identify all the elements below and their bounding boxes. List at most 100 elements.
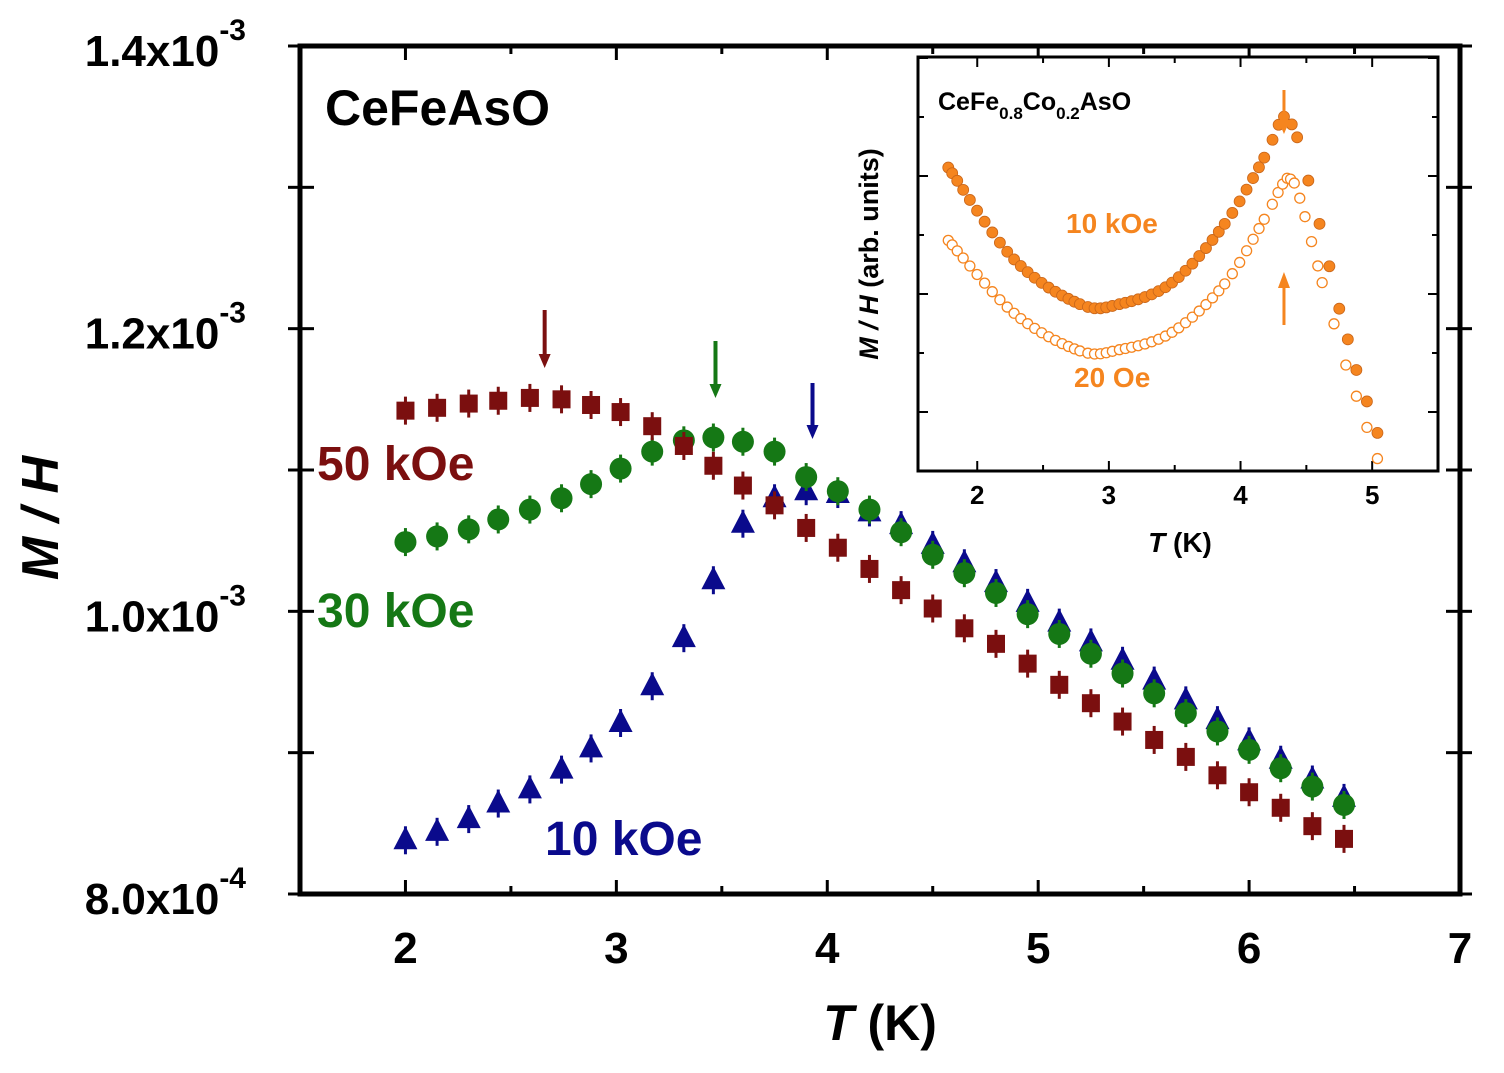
inset-peak-arrow-10koe	[1277, 90, 1290, 134]
inset-data-point	[1186, 257, 1199, 270]
inset-data-point	[1213, 285, 1225, 297]
inset-data-point	[1371, 452, 1384, 465]
main-y-tick-label: 1.4x10-3	[85, 14, 246, 76]
inset-data-point	[1253, 161, 1265, 174]
data-point	[1145, 725, 1164, 754]
data-point	[608, 708, 633, 737]
data-point	[1301, 772, 1324, 801]
inset-series-10-koe	[942, 110, 1384, 439]
inset-x-axis-label: T (K)	[1148, 527, 1212, 558]
inset-data-point	[1316, 276, 1328, 289]
data-point	[701, 566, 726, 595]
data-point	[860, 554, 879, 583]
inset-data-point	[1212, 225, 1225, 238]
inset-title-sub-fe: 0.8	[999, 104, 1023, 123]
inset-title-sub-co: 0.2	[1056, 104, 1080, 123]
data-point	[550, 484, 573, 513]
inset-plot: 2 3 4 5	[916, 55, 1440, 510]
data-point	[1240, 778, 1259, 807]
series-50-koe	[396, 383, 1353, 853]
data-point	[425, 817, 450, 846]
data-point	[1208, 761, 1227, 790]
inset-data-point	[951, 245, 963, 257]
inset-title-aso: AsO	[1080, 88, 1131, 116]
data-point	[1113, 707, 1132, 736]
series-30-koe	[394, 423, 1355, 819]
main-data-points	[393, 383, 1356, 855]
inset-title-ce-fe: CeFe	[938, 88, 999, 116]
data-point	[1143, 679, 1166, 708]
data-point	[1079, 639, 1102, 668]
main-y-tick-exponent: -3	[219, 579, 246, 612]
data-point	[643, 412, 662, 441]
inset-data-point	[963, 194, 976, 206]
data-point	[733, 471, 752, 500]
data-point	[457, 515, 480, 544]
inset-data-point	[1302, 174, 1315, 187]
inset-data-point	[978, 215, 991, 228]
inset-data-point	[993, 236, 1006, 249]
data-point	[953, 559, 976, 588]
inset-data-point	[957, 183, 970, 196]
inset-peak-arrows	[1277, 90, 1290, 325]
main-y-tick-label: 8.0x10-4	[85, 862, 247, 924]
main-y-tick-label: 1.0x10-3	[85, 579, 246, 641]
inset-chart-title: CeFe0.8Co0.2AsO	[938, 88, 1131, 123]
inset-data-point	[1234, 256, 1246, 269]
data-point	[1016, 600, 1039, 629]
inset-series-label-20oe: 20 Oe	[1074, 362, 1150, 393]
inset-data-point	[986, 286, 998, 298]
inset-data-point	[971, 268, 983, 281]
data-point	[763, 437, 786, 466]
data-point	[826, 477, 849, 506]
inset-data-point	[1193, 250, 1206, 262]
inset-data-point	[1226, 268, 1238, 280]
main-peak-arrows	[538, 310, 819, 439]
data-point	[428, 393, 447, 422]
main-x-tick-label: 5	[1026, 924, 1050, 973]
inset-data-point	[994, 294, 1006, 306]
data-point	[1238, 735, 1261, 764]
peak-arrow-30koe	[709, 341, 722, 398]
inset-data-point	[1001, 245, 1014, 258]
data-point	[1303, 812, 1322, 841]
main-chart-title: CeFeAsO	[325, 80, 550, 136]
data-point	[611, 398, 630, 427]
inset-data-point	[1371, 427, 1384, 439]
inset-data-point	[1361, 421, 1373, 434]
inset-data-point	[1294, 192, 1306, 204]
series-label-10koe: 10 kOe	[545, 813, 702, 866]
inset-data-points	[942, 110, 1384, 465]
inset-y-axis-label: M / H (arb. units)	[854, 148, 884, 360]
peak-arrow-10koe	[806, 383, 819, 439]
main-x-axis-unit: (K)	[854, 995, 937, 1051]
inset-x-tick-label: 2	[970, 480, 984, 510]
data-point	[394, 528, 417, 557]
data-point	[489, 386, 508, 415]
inset-data-point	[1193, 305, 1205, 317]
data-point	[921, 540, 944, 569]
inset-data-point	[1328, 318, 1340, 330]
data-point	[1050, 670, 1069, 699]
main-x-tick-label: 7	[1448, 924, 1472, 973]
inset-series-20-oe	[942, 172, 1384, 465]
data-point	[456, 805, 481, 834]
inset-title-co: Co	[1023, 88, 1056, 116]
data-point	[1174, 699, 1197, 728]
main-plot-frame	[297, 43, 1463, 897]
inset-series-label-10koe: 10 kOe	[1066, 208, 1158, 239]
inset-data-point	[1333, 302, 1346, 315]
data-point	[552, 385, 571, 414]
inset-data-point	[1247, 233, 1259, 245]
inset-data-point	[951, 174, 964, 187]
data-point	[396, 396, 415, 425]
inset-y-axis-unit: (arb. units)	[854, 148, 884, 295]
inset-data-point	[1312, 260, 1324, 272]
data-point	[731, 427, 754, 456]
main-y-tick-label: 1.2x10-3	[85, 297, 246, 359]
inset-data-point	[1233, 195, 1246, 208]
data-point	[1081, 689, 1100, 718]
inset-data-point	[1253, 222, 1265, 235]
main-y-axis-label: M / H	[12, 454, 70, 580]
